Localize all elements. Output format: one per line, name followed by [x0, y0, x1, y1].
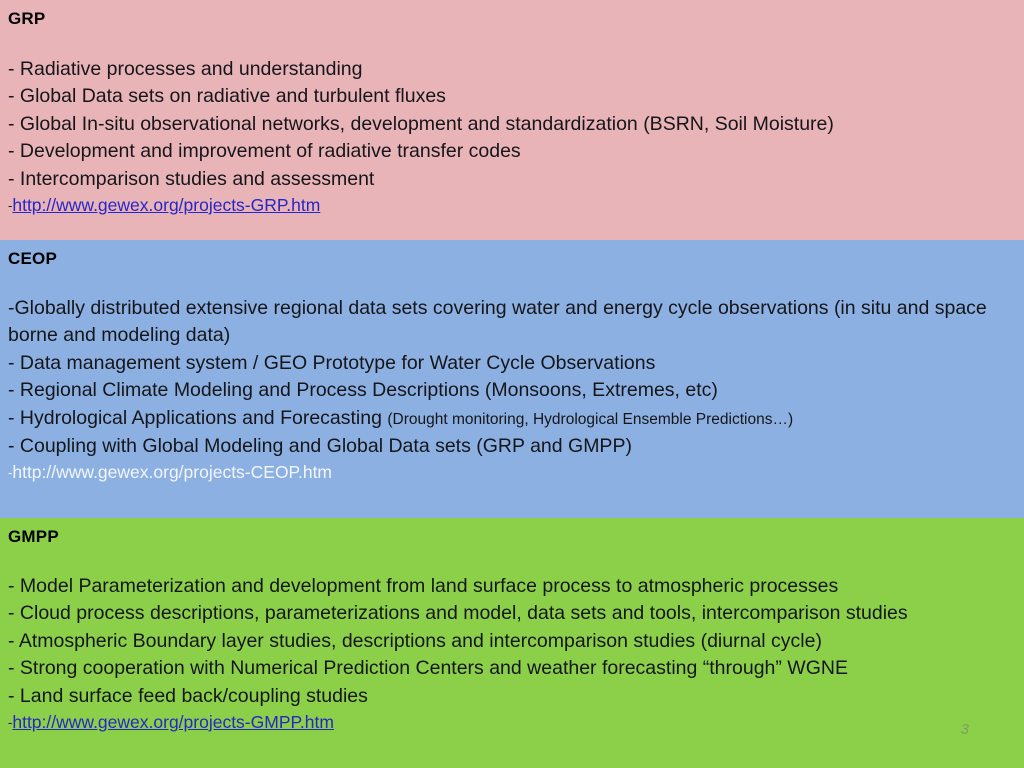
ceop-bullet-4-note: (Drought monitoring, Hydrological Ensemb…	[387, 410, 794, 428]
gmpp-bullet-5: - Land surface feed back/coupling studie…	[8, 684, 368, 707]
page-number: 3	[960, 721, 969, 738]
section-grp-body: - Radiative processes and understanding …	[6, 29, 1018, 218]
ceop-bullet-4: - Hydrological Applications and Forecast…	[8, 405, 1018, 433]
gmpp-bullet-3: - Atmospheric Boundary layer studies, de…	[8, 629, 822, 652]
grp-bullet-2: - Global Data sets on radiative and turb…	[8, 85, 446, 108]
grp-bullet-1: - Radiative processes and understanding	[8, 58, 363, 80]
grp-bullet-5: - Intercomparison studies and assessment	[8, 167, 375, 190]
gmpp-url-line: -http://www.gewex.org/projects-GMPP.htm	[8, 710, 1018, 735]
section-ceop-body: -Globally distributed extensive regional…	[6, 269, 1018, 485]
grp-url-line: -http://www.gewex.org/projects-GRP.htm	[8, 193, 1018, 218]
ceop-bullet-2: - Data management system / GEO Prototype…	[8, 351, 656, 374]
grp-url-link[interactable]: http://www.gewex.org/projects-GRP.htm	[12, 195, 321, 216]
gmpp-bullet-2: - Cloud process descriptions, parameteri…	[8, 602, 908, 625]
section-grp: GRP - Radiative processes and understand…	[0, 0, 1024, 240]
gmpp-bullet-4: - Strong cooperation with Numerical Pred…	[8, 657, 848, 680]
gmpp-bullet-1: - Model Parameterization and development…	[8, 575, 839, 597]
spacer	[8, 269, 1018, 295]
section-ceop: CEOP -Globally distributed extensive reg…	[0, 240, 1024, 518]
grp-bullet-3: - Global In-situ observational networks,…	[8, 112, 834, 135]
gmpp-url-dash: -	[8, 715, 13, 731]
ceop-url-dash: -	[8, 465, 13, 481]
section-gmpp-body: - Model Parameterization and development…	[6, 547, 1018, 735]
gmpp-url-link[interactable]: http://www.gewex.org/projects-GMPP.htm	[12, 712, 334, 733]
ceop-url-link[interactable]: http://www.gewex.org/projects-CEOP.htm	[12, 462, 333, 483]
grp-url-dash: -	[8, 198, 13, 214]
grp-bullet-4: - Development and improvement of radiati…	[8, 140, 521, 163]
section-gmpp-title: GMPP	[8, 527, 59, 546]
ceop-bullet-5: - Coupling with Global Modeling and Glob…	[8, 435, 632, 458]
ceop-url-line: -http://www.gewex.org/projects-CEOP.htm	[8, 460, 1018, 485]
spacer	[8, 29, 1018, 56]
ceop-bullet-3: - Regional Climate Modeling and Process …	[8, 379, 718, 402]
spacer	[8, 547, 1018, 573]
section-gmpp: GMPP - Model Parameterization and develo…	[0, 518, 1024, 768]
section-grp-title: GRP	[8, 9, 46, 28]
section-ceop-title: CEOP	[8, 249, 57, 268]
ceop-bullet-1: -Globally distributed extensive regional…	[8, 297, 987, 347]
ceop-bullet-4-main: - Hydrological Applications and Forecast…	[8, 406, 388, 429]
